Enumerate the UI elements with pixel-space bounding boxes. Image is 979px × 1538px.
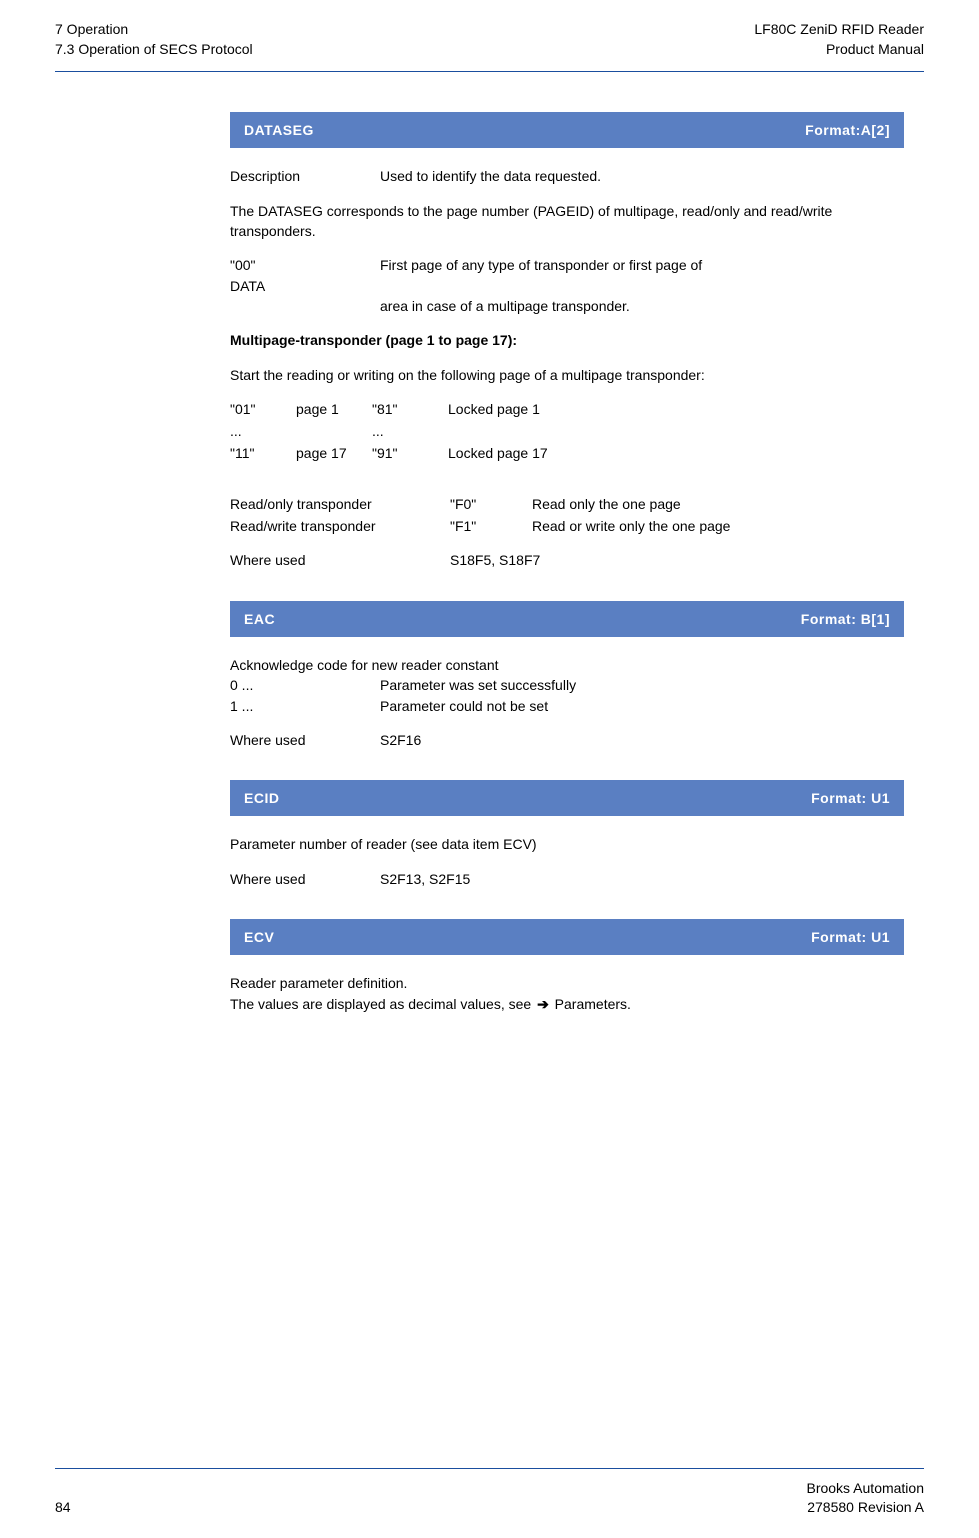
ecv-format: Format: U1 [811,927,890,947]
page-row: "11" page 17 "91" Locked page 17 [230,443,904,463]
eac-meaning: Parameter could not be set [380,696,904,716]
footer-revision: 278580 Revision A [806,1498,924,1518]
page-code-b: ... [372,421,448,441]
multipage-intro: Start the reading or writing on the foll… [230,365,904,385]
page-row: "01" page 1 "81" Locked page 1 [230,399,904,419]
ecid-title: ECID [244,788,279,808]
header-right: LF80C ZeniD RFID Reader Product Manual [754,20,924,59]
dataseg-para1: The DATASEG corresponds to the page numb… [230,201,904,242]
page-label-b [448,421,904,441]
eac-bar: EAC Format: B[1] [230,601,904,637]
dataseg-00-desc2: area in case of a multipage transponder. [380,296,904,316]
transponder-desc: Read or write only the one page [532,516,904,536]
page-code-a: ... [230,421,296,441]
header-doctype: Product Manual [754,40,924,60]
footer-left: 84 [55,1498,71,1518]
arrow-right-icon: ➔ [537,994,549,1014]
dataseg-title: DATASEG [244,120,314,140]
transponder-code: "F1" [450,516,532,536]
where-used-label: Where used [230,730,380,750]
eac-meaning: Parameter was set successfully [380,675,904,695]
page-code-a: "11" [230,443,296,463]
page-label-a: page 1 [296,399,372,419]
eac-title: EAC [244,609,275,629]
where-used-value: S2F13, S2F15 [380,869,904,889]
dataseg-00-desc1: First page of any type of transponder or… [380,255,904,275]
ecv-line2-pre: The values are displayed as decimal valu… [230,996,535,1012]
ecv-line2-post: Parameters. [551,996,631,1012]
where-used-label: Where used [230,550,450,570]
dataseg-where-row: Where used S18F5, S18F7 [230,550,904,570]
ecv-bar: ECV Format: U1 [230,919,904,955]
dataseg-format: Format:A[2] [805,120,890,140]
page-label-b: Locked page 17 [448,443,904,463]
where-used-value: S18F5, S18F7 [450,550,904,570]
transponder-desc: Read only the one page [532,494,904,514]
main-content: DATASEG Format:A[2] Description Used to … [230,112,904,1014]
header-product: LF80C ZeniD RFID Reader [754,20,924,40]
page-footer: 84 Brooks Automation 278580 Revision A [55,1468,924,1518]
dataseg-00-extra: DATA [230,276,904,296]
ecv-line1: Reader parameter definition. [230,973,904,993]
header-chapter: 7 Operation [55,20,253,40]
multipage-heading: Multipage-transponder (page 1 to page 17… [230,330,904,350]
where-used-label: Where used [230,869,380,889]
eac-intro: Acknowledge code for new reader constant [230,655,904,675]
transponder-code: "F0" [450,494,532,514]
ecv-title: ECV [244,927,274,947]
transponder-row: Read/write transponder "F1" Read or writ… [230,516,904,536]
eac-where-row: Where used S2F16 [230,730,904,750]
dataseg-00-code: "00" [230,255,380,275]
eac-code-row: 1 ... Parameter could not be set [230,696,904,716]
eac-code-row: 0 ... Parameter was set successfully [230,675,904,695]
ecid-where-row: Where used S2F13, S2F15 [230,869,904,889]
transponder-row: Read/only transponder "F0" Read only the… [230,494,904,514]
eac-code: 0 ... [230,675,380,695]
page-code-b: "81" [372,399,448,419]
dataseg-00-row: "00" First page of any type of transpond… [230,255,904,275]
description-text: Used to identify the data requested. [380,166,904,186]
ecv-line2: The values are displayed as decimal valu… [230,994,904,1014]
page-header: 7 Operation 7.3 Operation of SECS Protoc… [55,20,924,72]
transponder-type: Read/write transponder [230,516,450,536]
page-label-a: page 17 [296,443,372,463]
description-label: Description [230,166,380,186]
page-code-b: "91" [372,443,448,463]
ecid-bar: ECID Format: U1 [230,780,904,816]
page-label-a [296,421,372,441]
page-row: ... ... [230,421,904,441]
eac-code: 1 ... [230,696,380,716]
where-used-value: S2F16 [380,730,904,750]
page-code-a: "01" [230,399,296,419]
ecid-format: Format: U1 [811,788,890,808]
header-section: 7.3 Operation of SECS Protocol [55,40,253,60]
ecid-intro: Parameter number of reader (see data ite… [230,834,904,854]
page-label-b: Locked page 1 [448,399,904,419]
dataseg-description-row: Description Used to identify the data re… [230,166,904,186]
footer-company: Brooks Automation [806,1479,924,1499]
header-left: 7 Operation 7.3 Operation of SECS Protoc… [55,20,253,59]
eac-format: Format: B[1] [801,609,890,629]
dataseg-bar: DATASEG Format:A[2] [230,112,904,148]
transponder-type: Read/only transponder [230,494,450,514]
footer-right: Brooks Automation 278580 Revision A [806,1479,924,1518]
page-number: 84 [55,1498,71,1518]
